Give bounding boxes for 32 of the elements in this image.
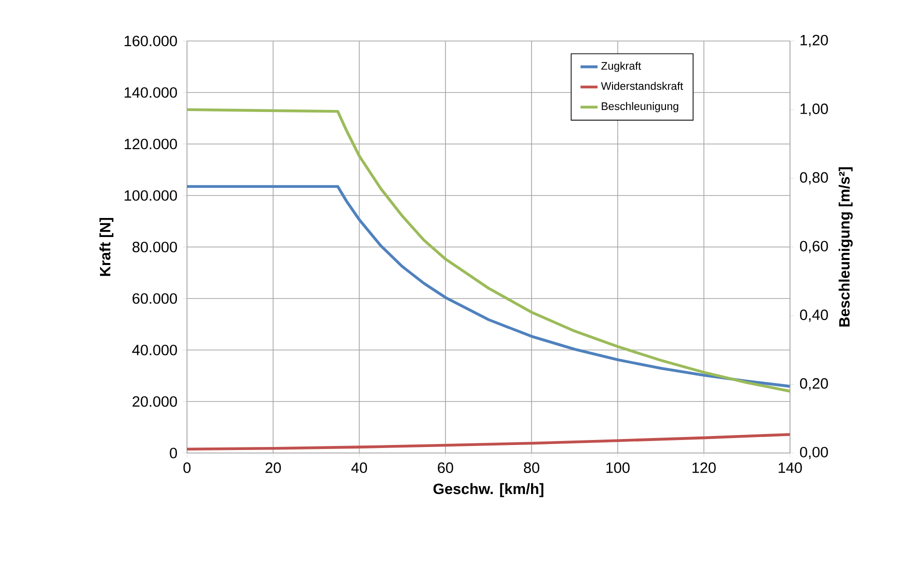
y2-tick-label: 0,00	[800, 446, 828, 460]
y2-tick-label: 1,20	[800, 34, 828, 48]
y-tick-label: 80.000	[132, 242, 177, 252]
x-tick-label: 0	[183, 462, 191, 474]
line-series	[187, 185, 790, 388]
y-axis-title: Kraft [N]	[99, 218, 114, 276]
x-tick-label: 40	[351, 462, 368, 474]
x-tick-label: 100	[606, 462, 630, 474]
y2-tick-label: 0,80	[800, 172, 828, 184]
x-tick-label: 20	[266, 462, 281, 474]
legend-label: Widerstandskraft	[600, 82, 684, 90]
y2-tick-label: 0,40	[800, 309, 828, 322]
y-tick-label: 160.000	[124, 36, 177, 46]
legend-label: Zugkraft	[601, 62, 642, 72]
y2-axis-title: Beschleunigung [m/s²]	[838, 167, 853, 327]
y-tick-label: 100.000	[124, 190, 177, 201]
y2-tick-label: 0,20	[800, 378, 828, 390]
legend-label: Beschleunigung	[602, 102, 678, 112]
x-axis-title: Geschw. [km/h]	[433, 483, 544, 498]
x-tick-label: 60	[438, 462, 454, 474]
x-tick-label: 120	[692, 462, 716, 474]
line-series	[187, 433, 790, 451]
y2-tick-label: 0,60	[800, 240, 828, 254]
y-tick-label: 120.000	[124, 138, 177, 150]
y-tick-label: 0	[170, 448, 177, 458]
x-tick-label: 140	[778, 462, 802, 474]
y2-tick-label: 1,00	[800, 103, 828, 116]
y-tick-label: 140.000	[124, 87, 177, 98]
y-tick-label: 40.000	[132, 344, 177, 356]
y-tick-label: 60.000	[132, 293, 177, 304]
x-tick-label: 80	[524, 462, 540, 474]
y-tick-label: 20.000	[132, 396, 177, 407]
